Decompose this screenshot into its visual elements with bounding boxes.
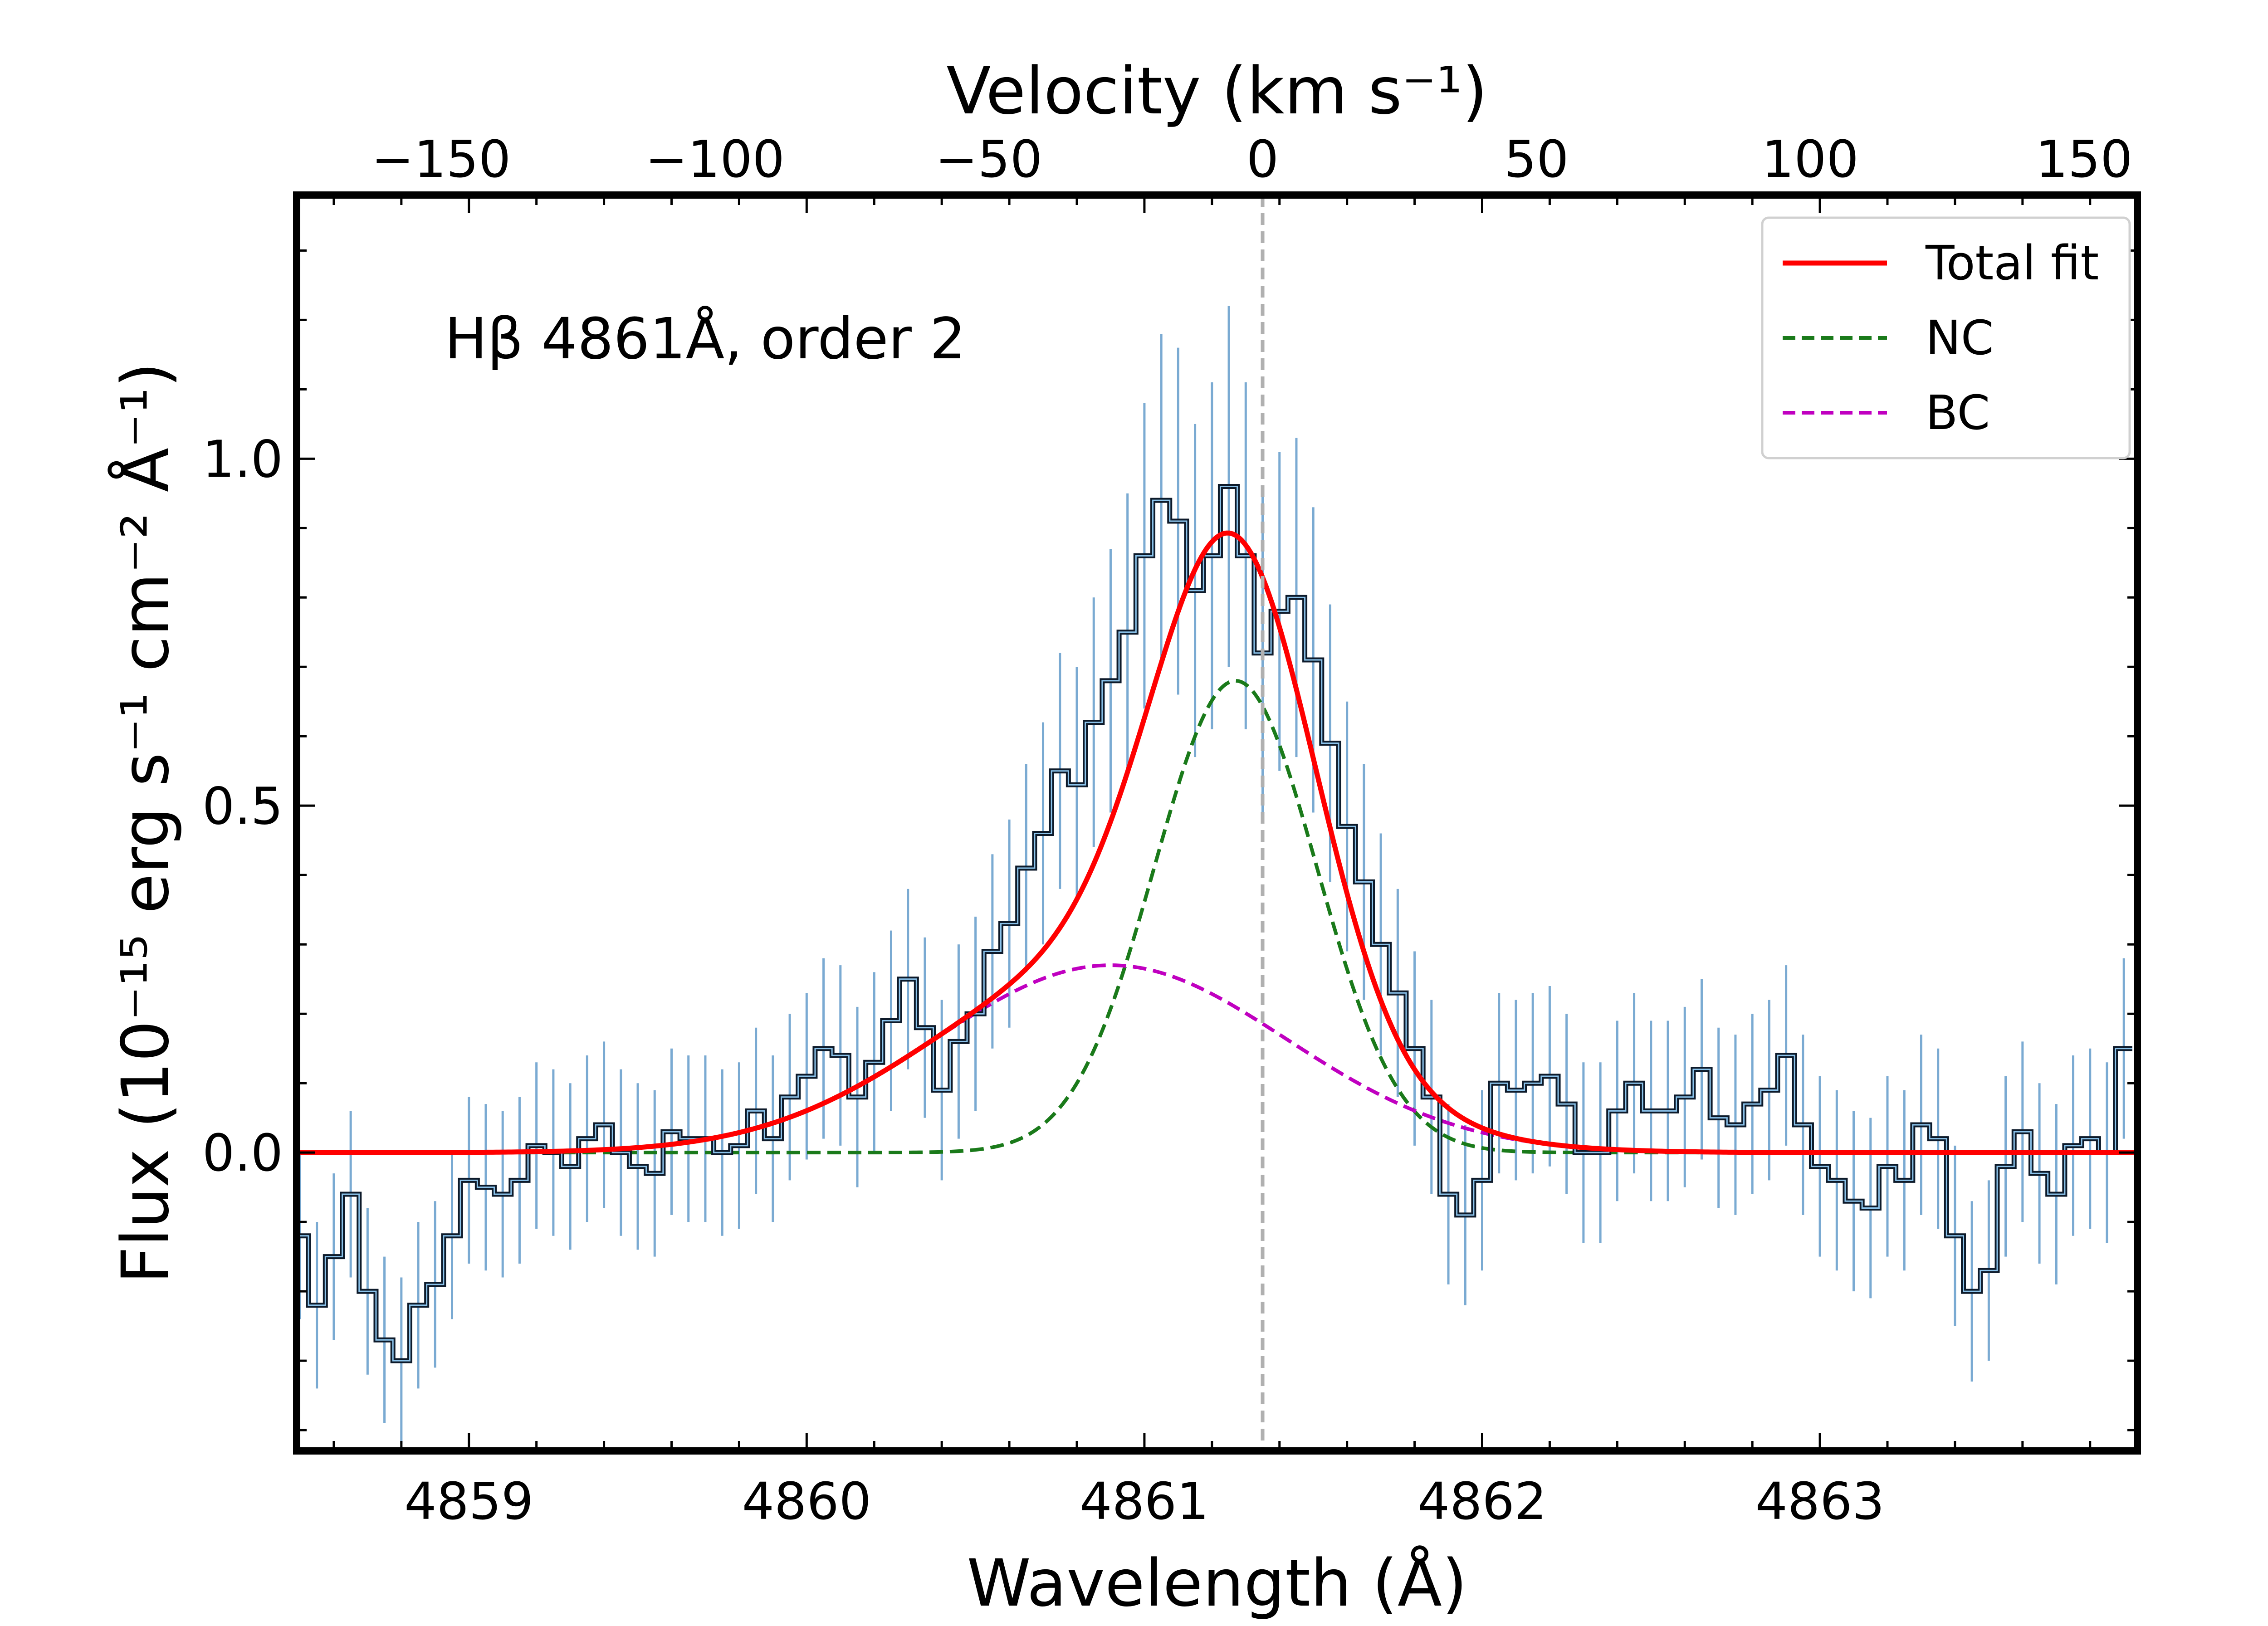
- top-tick-label: 150: [2036, 130, 2133, 189]
- top-tick-label: −150: [371, 130, 511, 189]
- data-step-highlight: [297, 486, 2132, 1362]
- error-bars: [298, 306, 2125, 1444]
- top-tick-label: 0: [1246, 130, 1279, 189]
- x-tick-label: 4859: [404, 1472, 533, 1531]
- x-tick-label: 4863: [1755, 1472, 1885, 1531]
- top-tick-label: −100: [645, 130, 785, 189]
- top-tick-label: −50: [935, 130, 1042, 189]
- y-tick-label: 1.0: [202, 430, 283, 489]
- bc-curve: [297, 963, 2137, 1155]
- plot-frame: [293, 191, 2141, 1455]
- x-axis-label: Wavelength (Å): [967, 1545, 1467, 1621]
- y-axis-label: Flux (10⁻¹⁵ erg s⁻¹ cm⁻² Å⁻¹): [108, 362, 183, 1284]
- data-step-line: [297, 484, 2132, 1363]
- y-tick-label: 0.0: [202, 1124, 283, 1183]
- legend: Total fit NC BC: [1761, 216, 2131, 459]
- top-axis-label: Velocity (km s⁻¹): [947, 53, 1488, 129]
- legend-label-total-fit: Total fit: [1925, 235, 2099, 291]
- legend-box: [1761, 216, 2131, 459]
- line-annotation: Hβ 4861Å, order 2: [445, 306, 966, 372]
- total-fit-curve: [297, 530, 2137, 1155]
- x-tick-label: 4860: [742, 1472, 871, 1531]
- legend-label-nc: NC: [1926, 310, 1994, 366]
- x-tick-label: 4861: [1080, 1472, 1209, 1531]
- x-tick-label: 4862: [1418, 1472, 1547, 1531]
- top-tick-label: 50: [1504, 130, 1569, 189]
- nc-curve: [297, 679, 2137, 1155]
- legend-label-bc: BC: [1926, 385, 1990, 440]
- y-tick-label: 0.5: [202, 777, 283, 836]
- top-tick-label: 100: [1762, 130, 1859, 189]
